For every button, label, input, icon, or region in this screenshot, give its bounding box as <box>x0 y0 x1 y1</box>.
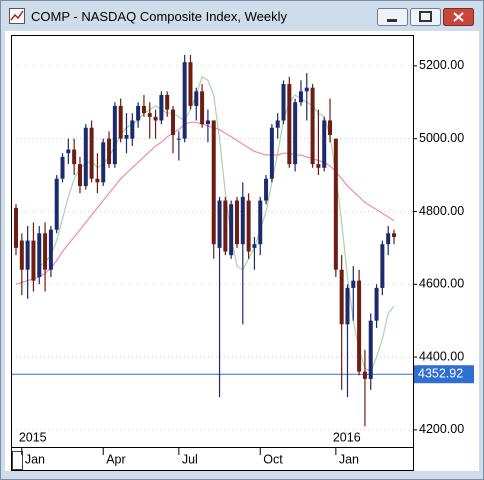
candle-body <box>374 287 379 321</box>
year-label: 2016 <box>333 430 361 444</box>
candle-body <box>281 84 286 121</box>
candle-body <box>304 87 309 92</box>
candle-body <box>269 127 274 179</box>
candle-body <box>89 127 94 179</box>
x-tick-label: Oct <box>263 452 283 466</box>
candle-body <box>112 105 117 165</box>
candle-body <box>200 91 205 125</box>
x-tick-label: Jan <box>25 452 45 466</box>
candle-body <box>275 120 280 128</box>
candle-body <box>171 109 176 136</box>
candle-body <box>298 91 303 103</box>
candle-body <box>95 178 100 183</box>
window-title: COMP - NASDAQ Composite Index, Weekly <box>31 9 287 24</box>
candle-body <box>48 229 53 270</box>
candle-body <box>182 62 187 139</box>
candle-body <box>124 135 129 139</box>
candle-body <box>211 120 216 245</box>
y-tick-label: 4600.00 <box>419 277 464 291</box>
y-tick-label: 5000.00 <box>419 131 464 145</box>
candle-body <box>362 371 367 379</box>
candle-body <box>229 204 234 256</box>
time-axis <box>11 447 414 471</box>
candle-body <box>19 240 24 270</box>
candle-body <box>357 280 362 372</box>
candle-body <box>258 200 263 245</box>
candle-body <box>217 200 222 248</box>
moving-average-line <box>15 121 395 285</box>
candle-body <box>60 156 65 179</box>
candle-body <box>153 116 158 121</box>
candle-body <box>234 200 239 245</box>
candle-body <box>147 113 152 117</box>
price-label: 4352.92 <box>418 367 463 381</box>
minimize-button[interactable] <box>377 8 408 26</box>
candle-body <box>287 84 292 165</box>
title-bar: COMP - NASDAQ Composite Index, Weekly <box>1 1 483 31</box>
candle-body <box>72 149 77 165</box>
candle-body <box>392 233 396 237</box>
window-buttons[interactable] <box>377 8 477 30</box>
candle-body <box>351 280 356 288</box>
y-tick-label: 4800.00 <box>419 204 464 218</box>
candle-body <box>77 164 82 186</box>
candle-body <box>316 164 321 168</box>
candle-body <box>386 233 391 245</box>
x-tick-label: Apr <box>106 452 125 466</box>
year-label: 2015 <box>19 430 47 444</box>
x-tick-label: Jan <box>339 452 359 466</box>
candle-body <box>25 240 30 270</box>
scroll-handle[interactable] <box>12 451 23 470</box>
candle-body <box>83 127 88 186</box>
candle-body <box>118 105 123 139</box>
candle-body <box>66 149 71 154</box>
price-label-box <box>414 365 474 384</box>
candle-body <box>368 320 373 379</box>
candle-body <box>141 105 146 114</box>
candle-body <box>188 62 193 106</box>
candle-body <box>333 138 338 270</box>
candle-body <box>264 178 269 201</box>
candle-body <box>380 244 385 288</box>
candle-body <box>101 142 106 183</box>
candle-body <box>328 120 333 136</box>
candle-body <box>240 196 245 245</box>
candle-body <box>223 200 228 252</box>
y-tick-label: 5200.00 <box>419 58 464 72</box>
candle-body <box>322 120 327 168</box>
y-tick-label: 4200.00 <box>419 422 464 436</box>
y-tick-label: 4400.00 <box>419 349 464 363</box>
candle-body <box>205 120 210 125</box>
candle-body <box>165 94 170 110</box>
candle-body <box>14 207 18 248</box>
candle-body <box>136 105 141 121</box>
app-icon <box>9 8 25 24</box>
candle-body <box>246 200 251 252</box>
candle-body <box>37 233 42 277</box>
candle-body <box>339 269 344 325</box>
candle-body <box>194 91 199 106</box>
candle-body <box>130 120 135 139</box>
candle-body <box>310 87 315 165</box>
candle-body <box>293 102 298 165</box>
candle-body <box>176 138 181 140</box>
candle-body <box>159 94 164 121</box>
x-tick-label: Jul <box>182 452 198 466</box>
candle-body <box>43 233 48 270</box>
maximize-button[interactable] <box>410 8 441 26</box>
candle-body <box>54 178 59 230</box>
candle-body <box>345 287 350 325</box>
candle-body <box>252 244 257 248</box>
candle-body <box>107 138 112 165</box>
chart-background <box>5 31 479 471</box>
chart: 4200.00 4400.00 4600.00 4800.00 5000.00 5200.… <box>5 31 479 471</box>
candle-body <box>31 240 36 281</box>
